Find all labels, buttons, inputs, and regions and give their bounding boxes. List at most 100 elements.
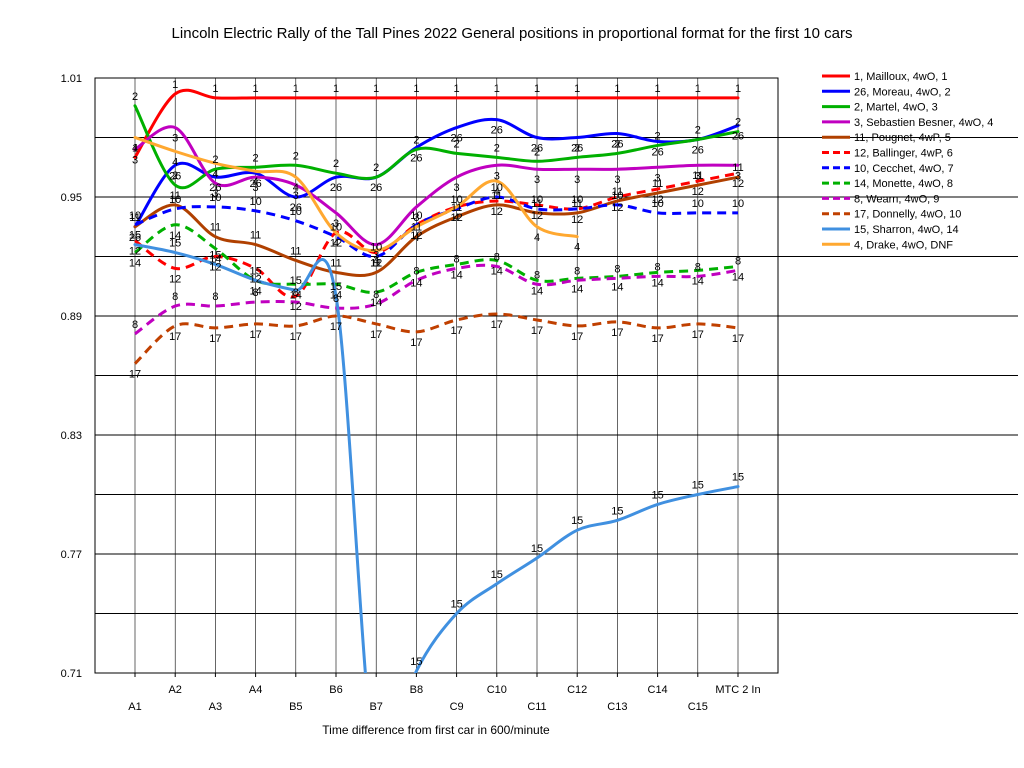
point-label: 2	[574, 142, 580, 154]
y-tick-label: 0.83	[61, 430, 82, 442]
point-label: 14	[249, 285, 261, 297]
point-label: 3	[454, 182, 460, 194]
point-label: 2	[212, 154, 218, 166]
point-label: 1	[614, 83, 620, 95]
series-4	[133, 136, 579, 253]
point-label: 17	[410, 337, 422, 349]
point-label: 12	[692, 186, 704, 198]
point-label: 15	[611, 505, 623, 517]
point-label: 11	[129, 212, 140, 224]
legend-entry: 1, Mailloux, 4wO, 1	[854, 71, 948, 83]
point-label: 4	[534, 232, 540, 244]
point-label: 26	[129, 232, 141, 244]
point-label: 10	[370, 242, 382, 254]
point-label: 4	[454, 212, 460, 224]
point-label: 11	[210, 222, 221, 234]
point-label: 4	[132, 143, 138, 155]
point-label: 11	[652, 178, 663, 190]
point-label: 11	[411, 222, 422, 234]
legend-entry: 10, Cecchet, 4wO, 7	[854, 163, 954, 175]
series-line	[133, 125, 740, 247]
point-label: 12	[330, 238, 342, 250]
point-label: 1	[735, 83, 741, 95]
point-label: 1	[132, 142, 138, 154]
point-label: 3	[413, 212, 419, 224]
point-label: 14	[410, 277, 422, 289]
point-label: 8	[614, 263, 620, 275]
point-label: 8	[212, 291, 218, 303]
point-label: 26	[410, 152, 422, 164]
point-label: 14	[169, 230, 181, 242]
point-label: 10	[129, 210, 141, 222]
point-label: 8	[333, 293, 339, 305]
point-label: 10	[450, 194, 462, 206]
point-label: 11	[692, 170, 703, 182]
point-label: 3	[253, 182, 259, 194]
point-label: 8	[413, 265, 419, 277]
point-label: 4	[574, 242, 580, 254]
point-label: 12	[370, 258, 382, 270]
point-label: 1	[655, 83, 661, 95]
point-label: 8	[494, 251, 500, 263]
point-label: 15	[129, 230, 141, 242]
series-14	[134, 223, 739, 294]
point-label: 14	[209, 254, 221, 266]
point-label: 12	[410, 230, 422, 242]
point-label: 3	[494, 170, 500, 182]
point-label: 11	[290, 245, 301, 257]
point-label: 12	[209, 262, 221, 274]
point-label: 17	[209, 333, 221, 345]
point-label: 17	[732, 333, 744, 345]
point-label: 2	[655, 130, 661, 142]
point-label: 10	[249, 196, 261, 208]
point-label: 2	[253, 152, 259, 164]
point-label: 17	[491, 319, 503, 331]
point-label: 8	[534, 269, 540, 281]
point-label: 15	[651, 489, 663, 501]
point-label: 15	[330, 281, 342, 293]
point-label: 1	[333, 83, 339, 95]
series-12	[134, 171, 739, 299]
legend-entry: 2, Martel, 4wO, 3	[854, 102, 938, 114]
series-line	[133, 243, 740, 673]
x-tick-label: C15	[688, 701, 708, 713]
point-label: 14	[370, 297, 382, 309]
point-label: 14	[732, 271, 744, 283]
series-line	[134, 171, 739, 299]
point-label: 12	[531, 210, 543, 222]
series-line	[133, 175, 740, 278]
point-label: 26	[249, 178, 261, 190]
point-label: 11	[732, 162, 743, 174]
point-label: 12	[129, 246, 141, 258]
point-label: 3	[172, 133, 178, 145]
legend-entry: 3, Sebastien Besner, 4wO, 4	[854, 117, 993, 129]
x-tick-label: B6	[329, 684, 342, 696]
point-label: 17	[169, 331, 181, 343]
point-label: 3	[132, 154, 138, 166]
point-label: 2	[735, 117, 741, 129]
point-label: 12	[571, 214, 583, 226]
series-1	[133, 88, 740, 159]
point-label: 15	[169, 238, 181, 250]
point-label: 8	[655, 261, 661, 273]
point-label: 11	[330, 257, 341, 269]
series-8	[134, 263, 739, 336]
point-label: 8	[253, 287, 259, 299]
point-label: 26	[651, 146, 663, 158]
point-label: 10	[692, 198, 704, 210]
series-2	[133, 104, 740, 190]
point-label: 3	[293, 190, 299, 202]
point-label: 14	[491, 265, 503, 277]
point-label: 14	[611, 281, 623, 293]
point-label: 26	[491, 125, 503, 137]
series-line	[133, 104, 740, 190]
series-15	[133, 243, 740, 673]
point-label: 12	[732, 178, 744, 190]
point-label: 1	[172, 79, 178, 91]
point-label: 11	[169, 190, 180, 202]
series-11	[133, 175, 740, 278]
point-label: 8	[695, 261, 701, 273]
point-label: 10	[290, 206, 302, 218]
point-label: 3	[333, 218, 339, 230]
